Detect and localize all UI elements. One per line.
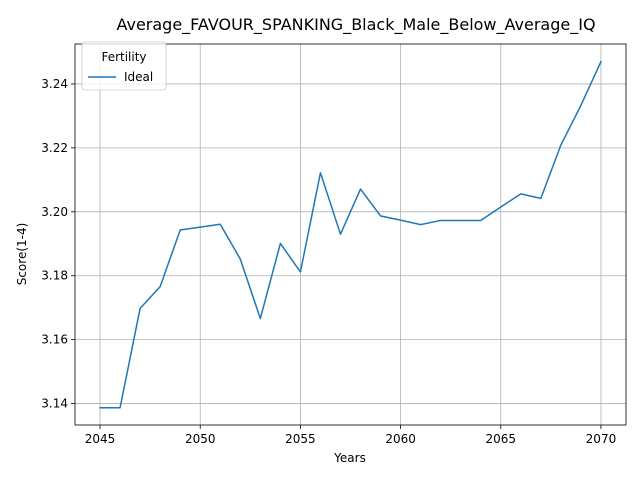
x-tick-label: 2060 — [385, 432, 416, 446]
x-tick-label: 2055 — [285, 432, 316, 446]
y-tick-label: 3.24 — [41, 77, 68, 91]
y-tick-label: 3.14 — [41, 397, 68, 411]
series-layer — [99, 60, 602, 409]
y-axis-label: Score(1-4) — [15, 223, 29, 286]
legend-title: Fertility — [101, 50, 146, 64]
x-tick-label: 2070 — [586, 432, 617, 446]
plot-frame — [74, 43, 627, 426]
x-tick-label: 2065 — [485, 432, 516, 446]
legend: Fertility Ideal — [81, 41, 167, 91]
y-tick-label: 3.20 — [41, 205, 68, 219]
y-tick-label: 3.16 — [41, 333, 68, 347]
legend-entry-ideal: Ideal — [124, 70, 153, 84]
x-axis-label: Years — [333, 451, 366, 465]
x-tick-label: 2050 — [185, 432, 216, 446]
axes: 2045 2050 2055 2060 2065 2070 3.14 3.16 3.18 3.20… — [41, 43, 627, 446]
series-line-ideal — [99, 60, 602, 409]
legend-box — [81, 41, 167, 91]
chart-title: Average_FAVOUR_SPANKING_Black_Male_Below… — [116, 15, 595, 35]
y-tick-label: 3.18 — [41, 269, 68, 283]
y-tick-label: 3.22 — [41, 141, 68, 155]
x-tick-label: 2045 — [85, 432, 116, 446]
